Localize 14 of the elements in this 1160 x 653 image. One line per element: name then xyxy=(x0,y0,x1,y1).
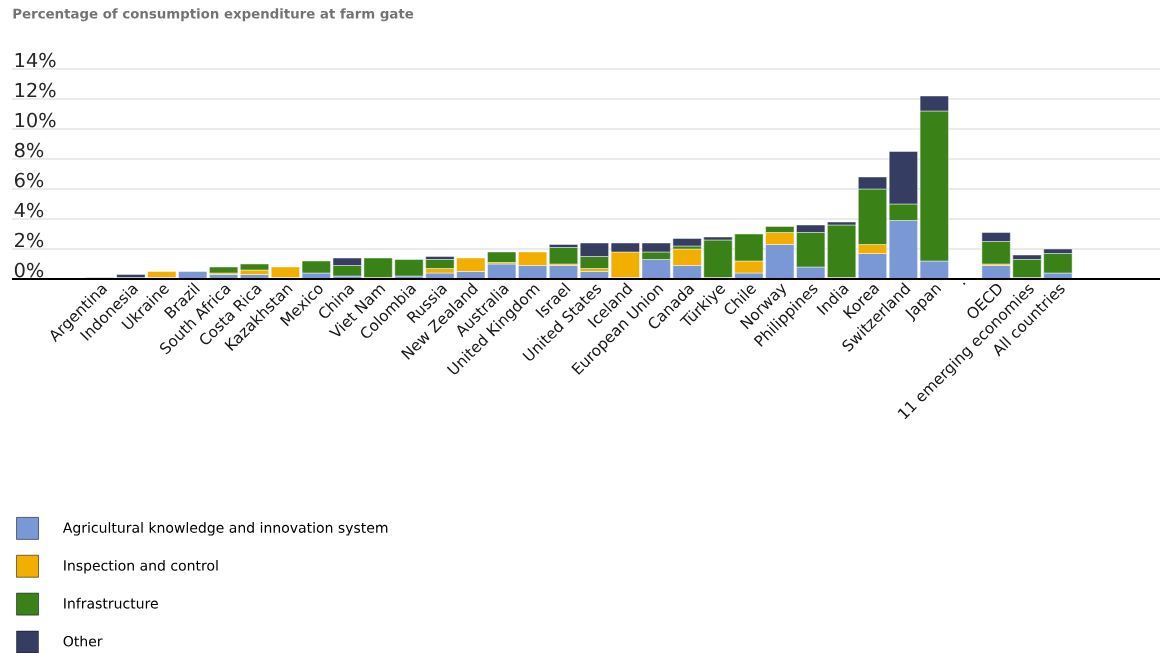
y-tick-label: 10% xyxy=(15,112,56,128)
legend-label: Infrastructure xyxy=(64,597,158,609)
y-tick-label: 4% xyxy=(14,202,44,218)
legend-label: Inspection and control xyxy=(64,559,218,574)
y-tick-label: 14% xyxy=(15,52,56,68)
y-tick-label: 0% xyxy=(14,262,44,278)
legend-label: Other xyxy=(63,635,103,647)
y-tick-label: 6% xyxy=(14,172,44,188)
y-tick-label: 2% xyxy=(15,232,44,248)
y-tick-label: 12% xyxy=(15,82,56,98)
legend-label: Agricultural knowledge and innovation system xyxy=(62,522,388,536)
x-tick-label: . xyxy=(962,282,966,285)
chart-title: Percentage of consumption expenditure at farm gate xyxy=(13,8,414,22)
y-tick-label: 8% xyxy=(14,142,44,158)
